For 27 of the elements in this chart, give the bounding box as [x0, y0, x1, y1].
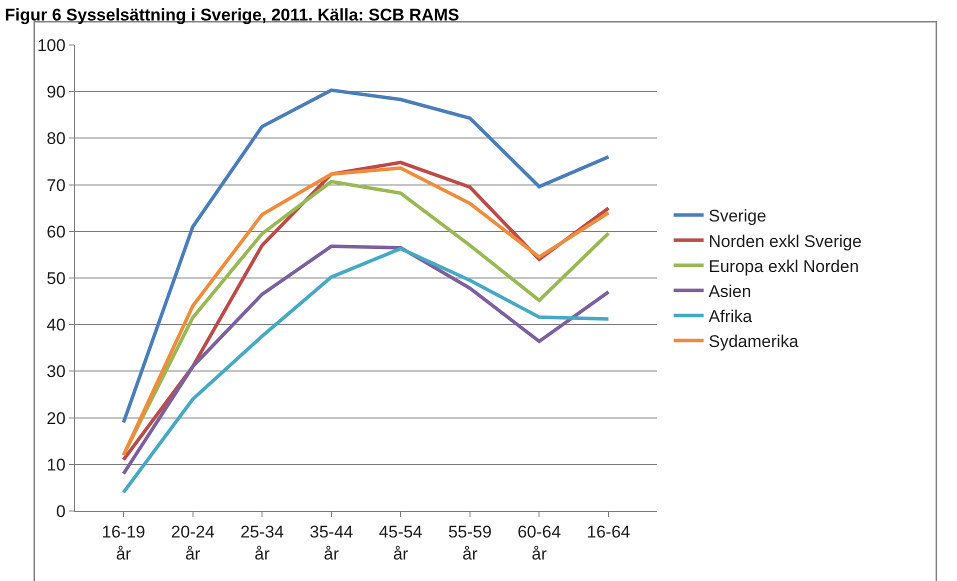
x-tick-label: 25-34 år: [240, 522, 284, 564]
legend-label: Afrika: [708, 307, 753, 326]
x-tick-label: 60-64 år: [517, 522, 561, 564]
y-tick-label: 80: [46, 129, 66, 148]
y-tick-label: 90: [46, 82, 66, 102]
y-tick-label: 100: [37, 36, 66, 55]
y-tick-label: 10: [46, 455, 66, 474]
y-tick-label: 40: [46, 316, 66, 335]
x-tick-label: 20-24 år: [171, 522, 215, 564]
legend-label: Asien: [708, 282, 752, 301]
legend-label: Norden exkl Sverige: [708, 232, 862, 251]
x-tick-label: 16-19 år: [102, 522, 146, 564]
legend-label: Sydamerika: [708, 332, 799, 352]
y-tick-label: 30: [46, 362, 66, 382]
x-tick-label: 16-64: [586, 522, 630, 542]
y-tick-label: 70: [46, 176, 66, 195]
y-tick-label: 50: [46, 268, 66, 288]
x-tick-label: 45-54 år: [378, 522, 422, 564]
y-tick-label: 60: [46, 222, 66, 242]
chart-title: Figur 6 Sysselsättning i Sverige, 2011. Källa: SCB RAMS: [4, 6, 460, 25]
line-series: [122, 88, 610, 424]
legend-label: Europa exkl Norden: [708, 256, 859, 276]
x-tick-label: 55-59 år: [448, 522, 492, 564]
y-tick-label: 0: [56, 502, 66, 521]
x-tick-label: 35-44 år: [310, 522, 354, 564]
legend-label: Sverige: [708, 206, 766, 226]
y-tick-label: 20: [46, 408, 66, 428]
